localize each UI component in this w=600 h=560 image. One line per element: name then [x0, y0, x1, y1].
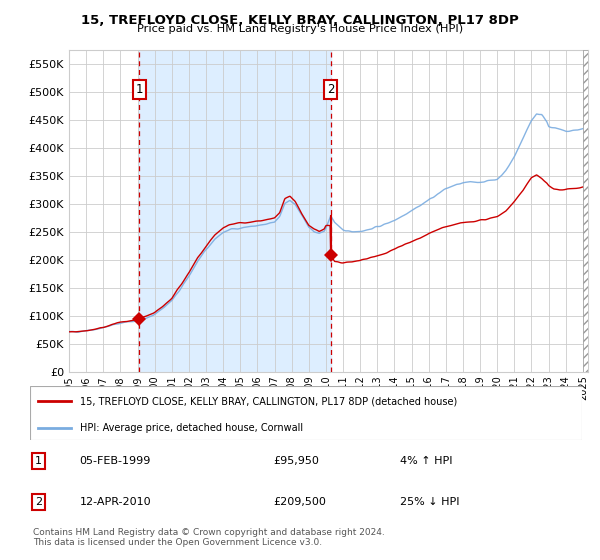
Text: 2: 2	[327, 83, 334, 96]
Bar	[139, 50, 331, 372]
Bar	[583, 50, 592, 372]
Text: 4% ↑ HPI: 4% ↑ HPI	[400, 456, 452, 466]
Text: 15, TREFLOYD CLOSE, KELLY BRAY, CALLINGTON, PL17 8DP (detached house): 15, TREFLOYD CLOSE, KELLY BRAY, CALLINGT…	[80, 396, 457, 407]
Text: Contains HM Land Registry data © Crown copyright and database right 2024.
This d: Contains HM Land Registry data © Crown c…	[33, 528, 385, 547]
Text: 2: 2	[35, 497, 42, 507]
Text: HPI: Average price, detached house, Cornwall: HPI: Average price, detached house, Corn…	[80, 423, 303, 433]
Text: 12-APR-2010: 12-APR-2010	[80, 497, 151, 507]
Text: 15, TREFLOYD CLOSE, KELLY BRAY, CALLINGTON, PL17 8DP: 15, TREFLOYD CLOSE, KELLY BRAY, CALLINGT…	[81, 14, 519, 27]
Text: 1: 1	[35, 456, 42, 466]
Text: 1: 1	[136, 83, 143, 96]
Text: Price paid vs. HM Land Registry's House Price Index (HPI): Price paid vs. HM Land Registry's House …	[137, 24, 463, 34]
Text: £95,950: £95,950	[273, 456, 319, 466]
Text: £209,500: £209,500	[273, 497, 326, 507]
Text: 25% ↓ HPI: 25% ↓ HPI	[400, 497, 460, 507]
FancyBboxPatch shape	[30, 386, 582, 440]
Text: 05-FEB-1999: 05-FEB-1999	[80, 456, 151, 466]
